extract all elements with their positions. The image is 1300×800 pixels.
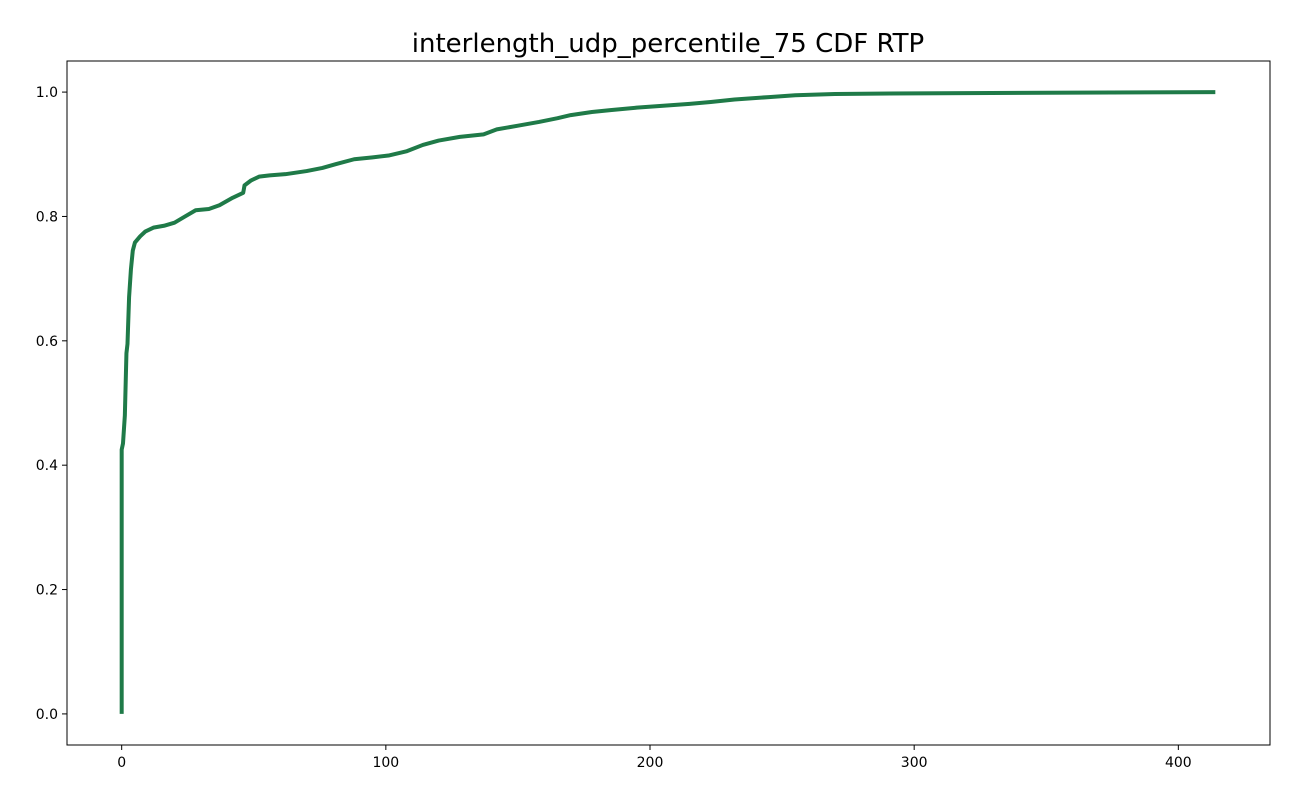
- y-tick-label: 0.6: [36, 334, 58, 350]
- x-tick-label: 0: [117, 755, 126, 771]
- series-group: [119, 90, 1216, 714]
- y-tick-label: 0.4: [36, 458, 58, 474]
- x-tick-label: 100: [372, 755, 399, 771]
- x-axis: 0 100 200 300 400: [117, 745, 1192, 771]
- y-tick-label: 0.8: [36, 209, 58, 225]
- y-tick-label: 0.0: [36, 707, 58, 723]
- series-line-0: [119, 90, 1216, 714]
- plot-frame: [66, 60, 1271, 746]
- y-axis: 0.0 0.2 0.4 0.6 0.8 1.0: [36, 85, 67, 723]
- x-tick-label: 400: [1165, 755, 1192, 771]
- y-tick-label: 1.0: [36, 85, 58, 101]
- x-tick-label: 300: [901, 755, 928, 771]
- y-tick-label: 0.2: [36, 583, 58, 599]
- chart-title: interlength_udp_percentile_75 CDF RTP: [412, 29, 924, 59]
- x-tick-label: 200: [637, 755, 664, 771]
